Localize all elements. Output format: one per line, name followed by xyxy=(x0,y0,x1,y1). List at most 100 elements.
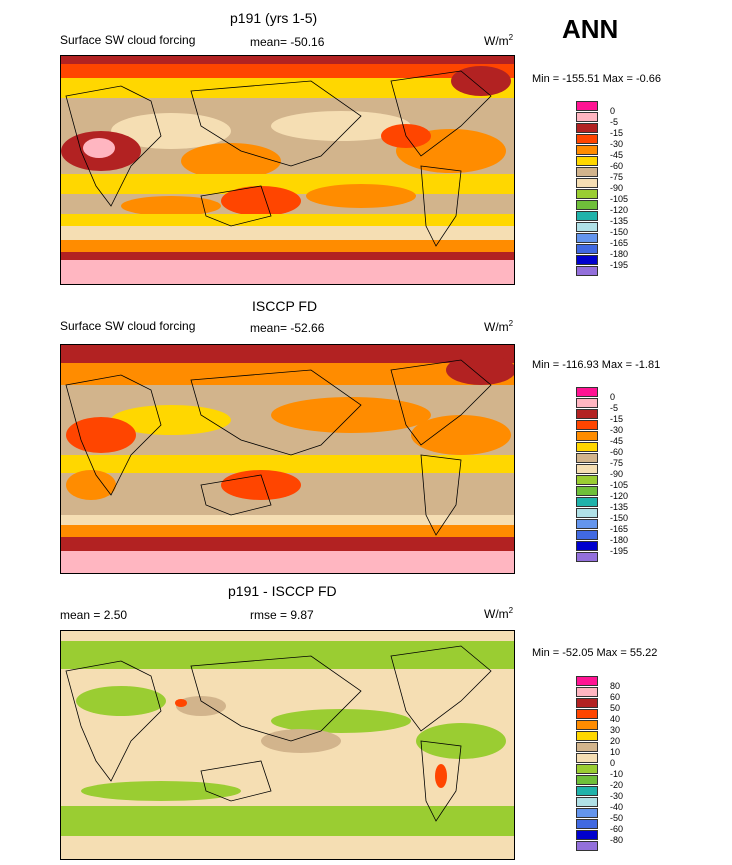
colorbar-swatch xyxy=(576,775,598,785)
colorbar-swatch xyxy=(576,145,598,155)
colorbar-swatch xyxy=(576,720,598,730)
colorbar-swatch xyxy=(576,178,598,188)
colorbar-label: -90 xyxy=(610,183,624,193)
colorbar-swatch xyxy=(576,211,598,221)
panel-2-colorbar: 0 -5 -15 -30 -45 -60 -75 -90 -105 -120 -135 -150 -16… xyxy=(576,387,628,563)
colorbar-label: -165 xyxy=(610,238,629,248)
colorbar-swatch xyxy=(576,222,598,232)
panel-3-minmax: Min = -52.05 Max = 55.22 xyxy=(532,647,658,659)
panel-1-map xyxy=(60,55,515,285)
panel-3-title: p191 - ISCCP FD xyxy=(228,583,337,599)
colorbar-swatch xyxy=(576,112,598,122)
colorbar-swatch xyxy=(576,819,598,829)
panel-2-title: ISCCP FD xyxy=(252,298,318,314)
colorbar-label: -90 xyxy=(610,469,624,479)
colorbar-swatch xyxy=(576,786,598,796)
colorbar-label: -135 xyxy=(610,502,629,512)
colorbar-label: -15 xyxy=(610,414,624,424)
colorbar-label: -50 xyxy=(610,813,624,823)
colorbar-label: -30 xyxy=(610,425,624,435)
colorbar-label: -60 xyxy=(610,824,624,834)
colorbar-swatch xyxy=(576,519,598,529)
panel-3-mean: mean = 2.50 xyxy=(60,608,128,622)
colorbar-swatch xyxy=(576,244,598,254)
panel-1-map-plot xyxy=(61,56,514,284)
colorbar-swatch xyxy=(576,398,598,408)
panel-2-field-label: Surface SW cloud forcing xyxy=(60,319,196,333)
colorbar-label: -45 xyxy=(610,150,624,160)
colorbar-label: 0 xyxy=(610,106,616,116)
colorbar-label: 10 xyxy=(610,747,621,757)
colorbar-label: -80 xyxy=(610,835,624,845)
colorbar-label: -5 xyxy=(610,403,619,413)
panel-1-minmax: Min = -155.51 Max = -0.66 xyxy=(532,73,662,85)
colorbar-swatch xyxy=(576,101,598,111)
colorbar-label: -60 xyxy=(610,447,624,457)
colorbar-label: -30 xyxy=(610,791,624,801)
colorbar-swatch xyxy=(576,156,598,166)
colorbar-swatch xyxy=(576,731,598,741)
colorbar-label: -105 xyxy=(610,480,629,490)
colorbar-swatch xyxy=(576,753,598,763)
colorbar-swatch xyxy=(576,808,598,818)
colorbar-swatch xyxy=(576,266,598,276)
panel-3-map-plot xyxy=(61,631,514,859)
colorbar-swatch xyxy=(576,453,598,463)
colorbar-label: -40 xyxy=(610,802,624,812)
colorbar-label: -195 xyxy=(610,260,629,270)
colorbar-swatch xyxy=(576,497,598,507)
colorbar-label: -60 xyxy=(610,161,624,171)
panel-1-title: p191 (yrs 1-5) xyxy=(230,10,318,26)
colorbar-label: -45 xyxy=(610,436,624,446)
colorbar-swatch xyxy=(576,687,598,697)
colorbar-swatch xyxy=(576,464,598,474)
colorbar-swatch xyxy=(576,530,598,540)
colorbar-label: -15 xyxy=(610,128,624,138)
colorbar-label: -165 xyxy=(610,524,629,534)
colorbar-swatch xyxy=(576,742,598,752)
colorbar-swatch xyxy=(576,475,598,485)
colorbar-label: -120 xyxy=(610,491,629,501)
colorbar-swatch xyxy=(576,830,598,840)
colorbar-swatch xyxy=(576,698,598,708)
panel-3-unit: W/m2 xyxy=(484,606,514,621)
colorbar-label: -105 xyxy=(610,194,629,204)
colorbar-label: 30 xyxy=(610,725,621,735)
panel-1-unit: W/m2 xyxy=(484,33,514,48)
colorbar-swatch xyxy=(576,797,598,807)
colorbar-label: -5 xyxy=(610,117,619,127)
colorbar-swatch xyxy=(576,709,598,719)
colorbar-label: -150 xyxy=(610,513,629,523)
colorbar-swatch xyxy=(576,676,598,686)
colorbar-label: 0 xyxy=(610,758,616,768)
panel-1-mean: mean= -50.16 xyxy=(250,35,325,49)
colorbar-label: 20 xyxy=(610,736,621,746)
panel-2-map-plot xyxy=(61,345,514,573)
panel-2-unit: W/m2 xyxy=(484,319,514,334)
panel-3-rmse: rmse = 9.87 xyxy=(250,608,314,622)
colorbar-swatch xyxy=(576,541,598,551)
colorbar-label: -10 xyxy=(610,769,624,779)
colorbar-swatch xyxy=(576,486,598,496)
colorbar-swatch xyxy=(576,167,598,177)
colorbar-label: 40 xyxy=(610,714,621,724)
panel-1-colorbar: 0 -5 -15 -30 -45 -60 -75 -90 -105 -120 -135 -150 -16… xyxy=(576,101,628,277)
colorbar-swatch xyxy=(576,508,598,518)
colorbar-swatch xyxy=(576,409,598,419)
panel-2-minmax: Min = -116.93 Max = -1.81 xyxy=(532,359,661,371)
colorbar-label: -180 xyxy=(610,249,629,259)
colorbar-swatch xyxy=(576,552,598,562)
season-label: ANN xyxy=(562,14,619,44)
colorbar-swatch xyxy=(576,123,598,133)
colorbar-swatch xyxy=(576,442,598,452)
colorbar-label: -120 xyxy=(610,205,629,215)
colorbar-swatch xyxy=(576,387,598,397)
colorbar-label: -195 xyxy=(610,546,629,556)
panel-2-map xyxy=(60,344,515,574)
colorbar-label: -135 xyxy=(610,216,629,226)
colorbar-swatch xyxy=(576,233,598,243)
colorbar-swatch xyxy=(576,841,598,851)
colorbar-swatch xyxy=(576,189,598,199)
panel-3-colorbar: 80 60 50 40 30 20 10 0 -10 -20 -30 -40 -50 -60 -80 xyxy=(576,676,623,852)
colorbar-label: -20 xyxy=(610,780,624,790)
